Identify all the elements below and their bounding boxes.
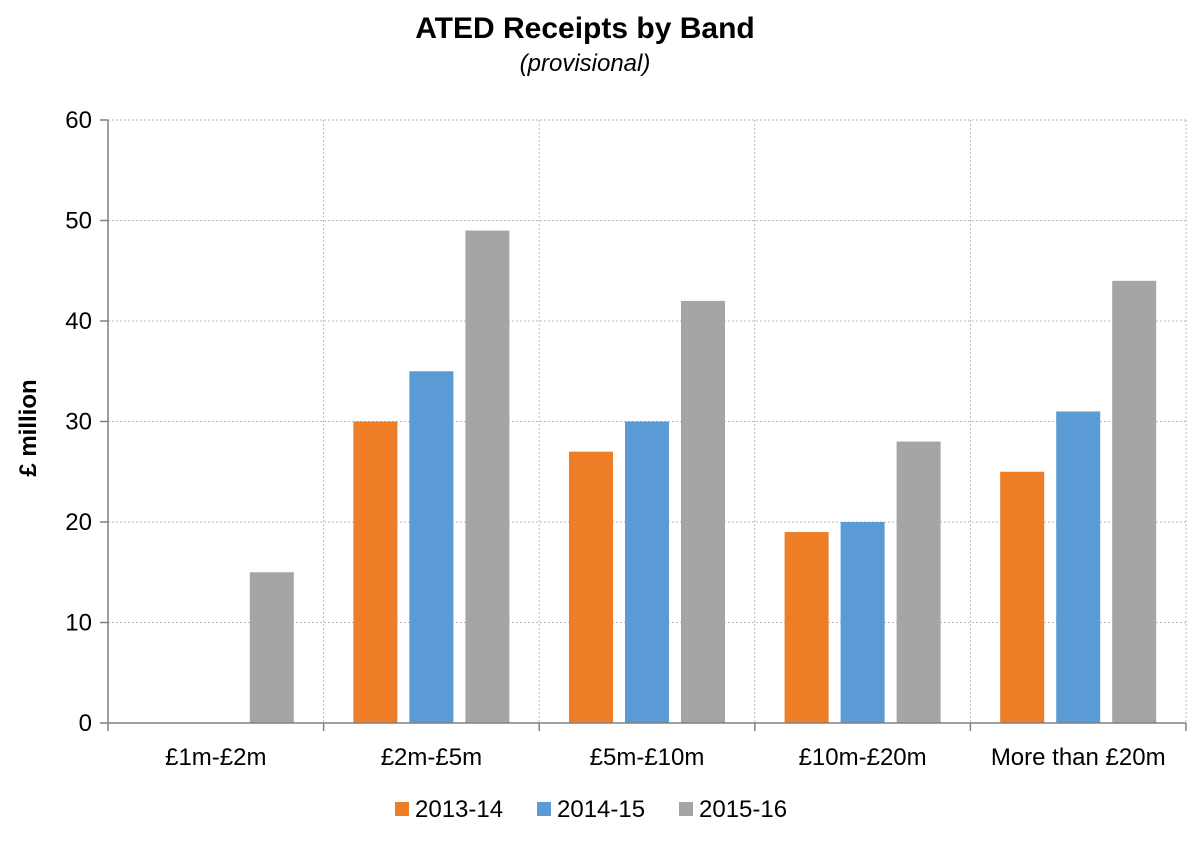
y-tick-label: 60: [65, 107, 92, 134]
bar: [465, 230, 510, 724]
bar: [625, 421, 669, 723]
bar: [1000, 471, 1045, 723]
bar: [1056, 411, 1101, 723]
x-tick-label: £5m-£10m: [590, 744, 705, 771]
grid-lines: [108, 119, 1187, 723]
legend-swatch: [679, 802, 693, 816]
legend-swatch: [537, 802, 551, 816]
bar: [569, 451, 613, 723]
bar: [1112, 280, 1157, 723]
bar: [840, 522, 885, 723]
legend-label: 2014-15: [557, 796, 645, 823]
x-tick-label: £1m-£2m: [165, 744, 266, 771]
axes: [100, 119, 1187, 731]
x-tick-label: £2m-£5m: [381, 744, 482, 771]
bar: [681, 300, 725, 723]
x-tick-labels: £1m-£2m £2m-£5m £5m-£10m £10m-£20m More than…: [165, 744, 1165, 771]
bar: [249, 572, 294, 723]
x-tick-label: £10m-£20m: [799, 744, 927, 771]
y-tick-label: 50: [65, 208, 92, 235]
chart-subtitle: (provisional): [519, 50, 651, 77]
legend: 2013-14 2014-15 2015-16: [395, 796, 787, 823]
chart-title: ATED Receipts by Band: [415, 12, 755, 45]
y-axis-label: £ million: [15, 379, 42, 476]
bar: [353, 421, 398, 723]
y-tick-label: 0: [79, 710, 92, 737]
bar: [784, 532, 829, 723]
bar: [896, 441, 941, 723]
legend-swatch: [395, 802, 409, 816]
y-tick-label: 40: [65, 308, 92, 335]
y-tick-label: 20: [65, 509, 92, 536]
bar: [409, 371, 454, 723]
y-tick-labels: 0 10 20 30 40 50 60: [65, 107, 92, 737]
legend-label: 2015-16: [699, 796, 787, 823]
y-tick-label: 10: [65, 610, 92, 637]
bars: [249, 230, 1157, 724]
y-tick-label: 30: [65, 409, 92, 436]
legend-label: 2013-14: [415, 796, 503, 823]
x-tick-label: More than £20m: [991, 744, 1166, 771]
